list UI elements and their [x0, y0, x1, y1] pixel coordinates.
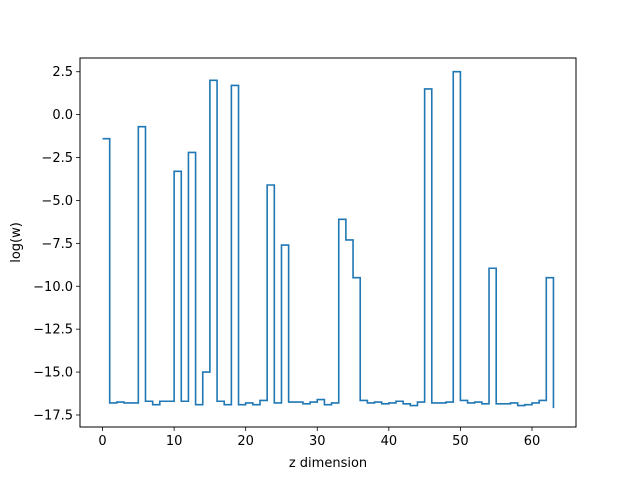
y-tick-label: 2.5 [52, 65, 73, 80]
x-tick-label: 0 [98, 434, 106, 449]
x-tick-label: 50 [452, 434, 469, 449]
y-tick-label: −12.5 [33, 323, 73, 338]
series-layer [102, 70, 555, 409]
x-tick-label: 20 [237, 434, 254, 449]
y-axis-ticks: 2.5 0.0 −2.5 −5.0 −7.5 −10.0 −12.5 −15.0 −17.5 [33, 65, 80, 423]
y-tick-label: 0.0 [52, 108, 73, 123]
plot-area [80, 58, 576, 427]
y-tick-label: −2.5 [41, 151, 73, 166]
y-tick-label: −10.0 [33, 280, 73, 295]
y-tick-label: −15.0 [33, 366, 73, 381]
plot-frame [79, 57, 577, 428]
x-axis-ticks: 0 10 20 30 40 50 60 [98, 427, 540, 449]
y-tick-label: −17.5 [33, 408, 73, 423]
y-tick-label: −7.5 [41, 237, 73, 252]
series-line-0 [102, 70, 555, 409]
x-axis-label: z dimension [289, 456, 367, 471]
x-tick-label: 40 [381, 434, 398, 449]
x-tick-label: 10 [166, 434, 183, 449]
y-axis-label: log(w) [9, 222, 24, 263]
x-tick-label: 60 [524, 434, 541, 449]
x-tick-label: 30 [309, 434, 326, 449]
y-tick-label: −5.0 [41, 194, 73, 209]
